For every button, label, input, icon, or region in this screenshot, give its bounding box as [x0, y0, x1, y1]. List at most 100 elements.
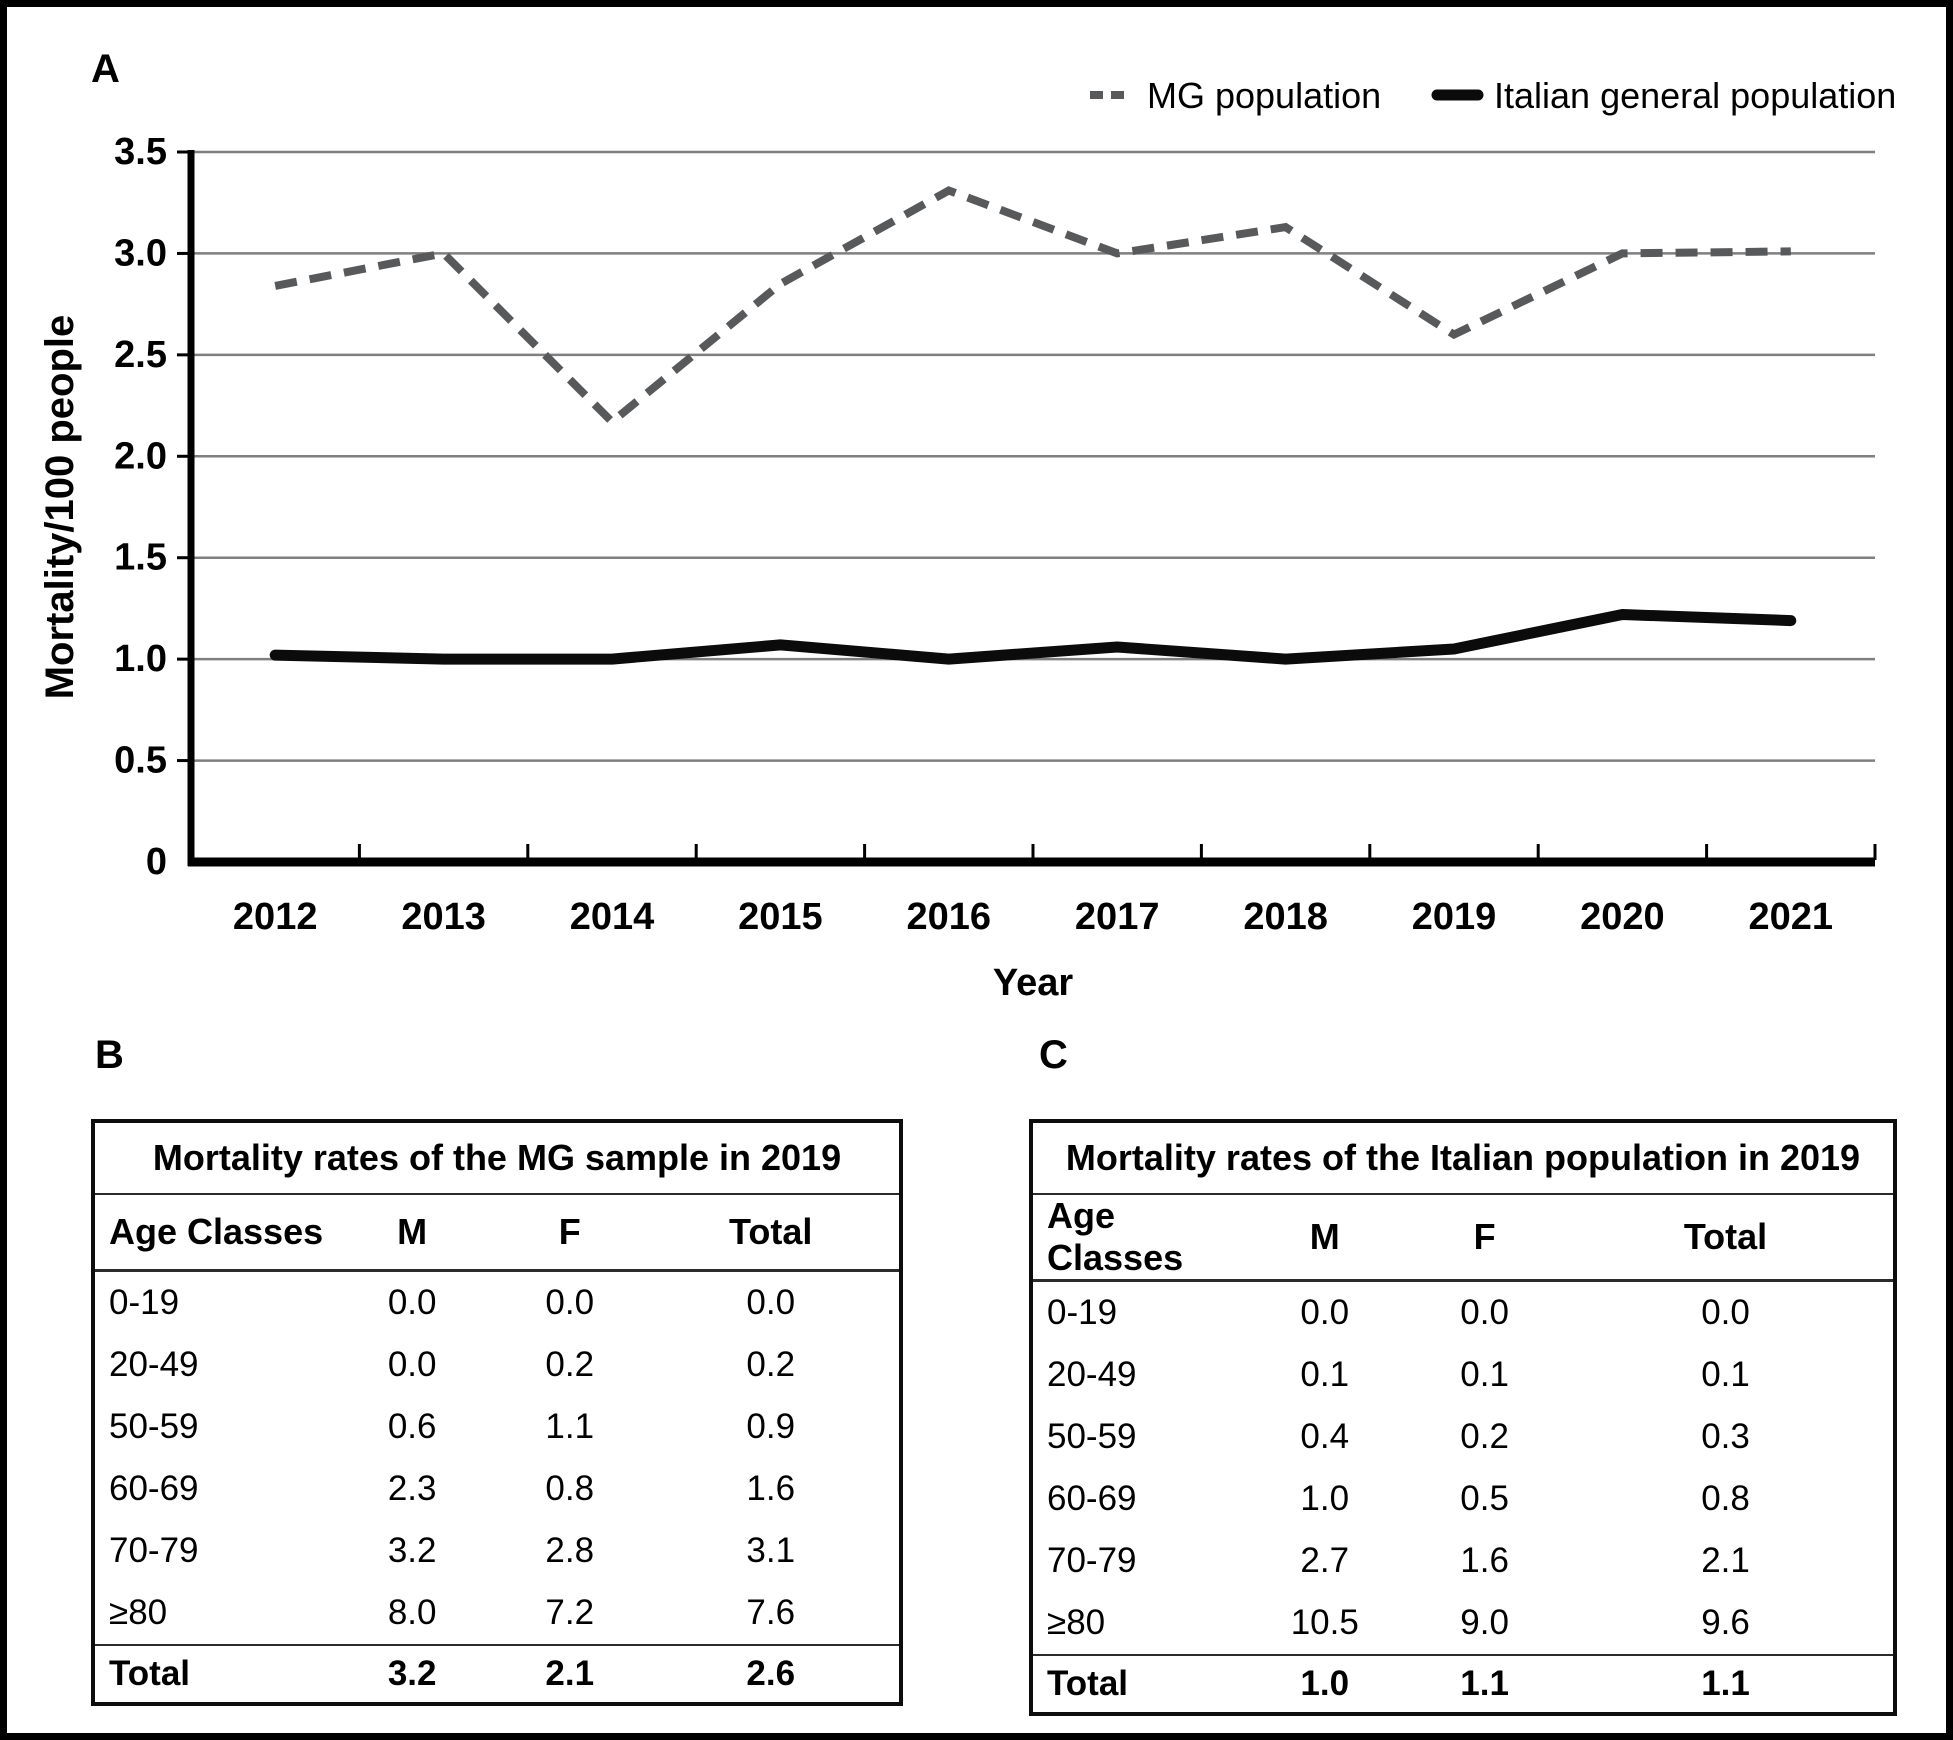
column-header: Age Classes [1031, 1194, 1239, 1282]
table-cell: 20-49 [1047, 1355, 1137, 1394]
panel-b-label: B [95, 1033, 124, 1077]
y-axis-tick-label: 0 [146, 841, 167, 883]
table-row: 50-59 0.4 0.2 0.3 [1031, 1406, 1895, 1468]
table-cell: 0.6 [387, 1407, 437, 1446]
x-axis-tick-label: 2017 [1075, 896, 1160, 938]
table-row: 0-19 0.0 0.0 0.0 [1031, 1281, 1895, 1345]
table-cell: 0.2 [1460, 1417, 1509, 1456]
table-row: 70-79 2.7 1.6 2.1 [1031, 1530, 1895, 1592]
column-header: F [496, 1194, 643, 1272]
table-cell: 3.2 [387, 1531, 437, 1570]
table-cell: 0.9 [746, 1407, 796, 1446]
column-header: Total [1558, 1194, 1895, 1282]
table-cell: 0.2 [746, 1345, 796, 1384]
table-total-row: Total 3.2 2.1 2.6 [93, 1644, 901, 1704]
table-cell: 1.0 [1238, 1654, 1412, 1714]
table-cell: 3.1 [746, 1531, 796, 1570]
table-cell: 50-59 [1047, 1417, 1137, 1456]
x-axis-title: Year [993, 962, 1074, 1004]
table-cell: 0.8 [1701, 1479, 1750, 1518]
table-cell: 9.0 [1460, 1603, 1509, 1642]
table-cell: 1.0 [1300, 1479, 1350, 1518]
table-cell: 8.0 [387, 1593, 437, 1632]
y-axis-tick-label: 2.5 [114, 334, 167, 376]
table-cell: 60-69 [109, 1469, 199, 1508]
table-cell: 2.7 [1300, 1541, 1350, 1580]
table-row: ≥80 10.5 9.0 9.6 [1031, 1592, 1895, 1655]
table-cell: 0.5 [1460, 1479, 1509, 1518]
table-cell: 2.1 [1701, 1541, 1750, 1580]
table-cell: 3.2 [327, 1644, 497, 1704]
panel-a-label: A [91, 47, 120, 91]
table-cell: 2.3 [387, 1469, 437, 1508]
table-cell: 20-49 [109, 1345, 199, 1384]
table-cell: 1.6 [746, 1469, 796, 1508]
column-header: M [1238, 1194, 1412, 1282]
series-dashed-line [274, 186, 1791, 428]
column-header: Age Classes [93, 1194, 328, 1272]
series-solid-line [269, 609, 1797, 665]
italian-mortality-table: Mortality rates of the Italian populatio… [1029, 1119, 1897, 1716]
table-cell: 0.0 [387, 1345, 437, 1384]
table-cell: 0.0 [387, 1283, 437, 1322]
table-cell: Total [1031, 1654, 1239, 1714]
table-header-row: Age Classes M F Total [93, 1194, 901, 1272]
legend-label-mg: MG population [1147, 75, 1381, 116]
table-cell: 0.0 [746, 1283, 796, 1322]
table-cell: 2.8 [545, 1531, 595, 1570]
table-row: 0-19 0.0 0.0 0.0 [93, 1271, 901, 1335]
column-header: M [327, 1194, 497, 1272]
panel-c-label: C [1039, 1033, 1068, 1077]
table-cell: Total [93, 1644, 328, 1704]
x-axis-tick-label: 2021 [1749, 896, 1834, 938]
x-axis-tick-label: 2018 [1243, 896, 1328, 938]
table-row: 20-49 0.0 0.2 0.2 [93, 1334, 901, 1396]
legend-label-italian: Italian general population [1494, 75, 1896, 116]
table-row: ≥80 8.0 7.2 7.6 [93, 1582, 901, 1645]
table-cell: 0.1 [1300, 1355, 1350, 1394]
column-header: Total [642, 1194, 901, 1272]
y-axis-tick-label: 3.5 [114, 131, 167, 173]
table-cell: 0.0 [1460, 1293, 1509, 1332]
y-axis-tick-label: 1.0 [114, 638, 167, 680]
table-cell: 0-19 [109, 1283, 180, 1322]
table-row: 20-49 0.1 0.1 0.1 [1031, 1344, 1895, 1406]
table-cell: 0.0 [1300, 1293, 1350, 1332]
table-cell: 60-69 [1047, 1479, 1137, 1518]
table-cell: 0.0 [1701, 1293, 1750, 1332]
table-cell: 0.8 [545, 1469, 595, 1508]
mortality-line-chart: 3.5 3.0 2.5 2.0 1.5 1.0 0.5 0 2012 2013 2014 2015 20… [38, 75, 1896, 1004]
x-axis-tick-label: 2013 [401, 896, 486, 938]
table-cell: 1.1 [1411, 1654, 1559, 1714]
x-axis-tick-label: 2016 [907, 896, 992, 938]
table-cell: 9.6 [1701, 1603, 1750, 1642]
table-cell: 0.4 [1300, 1417, 1350, 1456]
table-cell: 1.1 [1558, 1654, 1895, 1714]
table-cell: ≥80 [1047, 1603, 1106, 1642]
table-cell: 0.1 [1460, 1355, 1509, 1394]
y-axis-tick-label: 0.5 [114, 740, 167, 782]
y-axis-tick-label: 2.0 [114, 435, 167, 477]
table-row: 60-69 2.3 0.8 1.6 [93, 1458, 901, 1520]
table-cell: 2.6 [642, 1644, 901, 1704]
x-axis-tick-label: 2012 [233, 896, 318, 938]
table-cell: 0.0 [545, 1283, 595, 1322]
y-axis-tick-label: 1.5 [114, 537, 167, 579]
table-cell: 1.6 [1460, 1541, 1509, 1580]
x-axis-tick-label: 2015 [738, 896, 823, 938]
table-cell: 1.1 [545, 1407, 595, 1446]
table-cell: 0.1 [1701, 1355, 1750, 1394]
table-total-row: Total 1.0 1.1 1.1 [1031, 1654, 1895, 1714]
x-axis-tick-label: 2014 [570, 896, 655, 938]
table-cell: 70-79 [1047, 1541, 1137, 1580]
table-cell: ≥80 [109, 1593, 168, 1632]
column-header: F [1411, 1194, 1559, 1282]
table-row: 70-79 3.2 2.8 3.1 [93, 1520, 901, 1582]
x-axis-tick-label: 2020 [1580, 896, 1665, 938]
table-row: 50-59 0.6 1.1 0.9 [93, 1396, 901, 1458]
table-cell: 0-19 [1047, 1293, 1118, 1332]
table-cell: 2.1 [496, 1644, 643, 1704]
table-cell: 0.2 [545, 1345, 595, 1384]
table-cell: 7.6 [746, 1593, 796, 1632]
